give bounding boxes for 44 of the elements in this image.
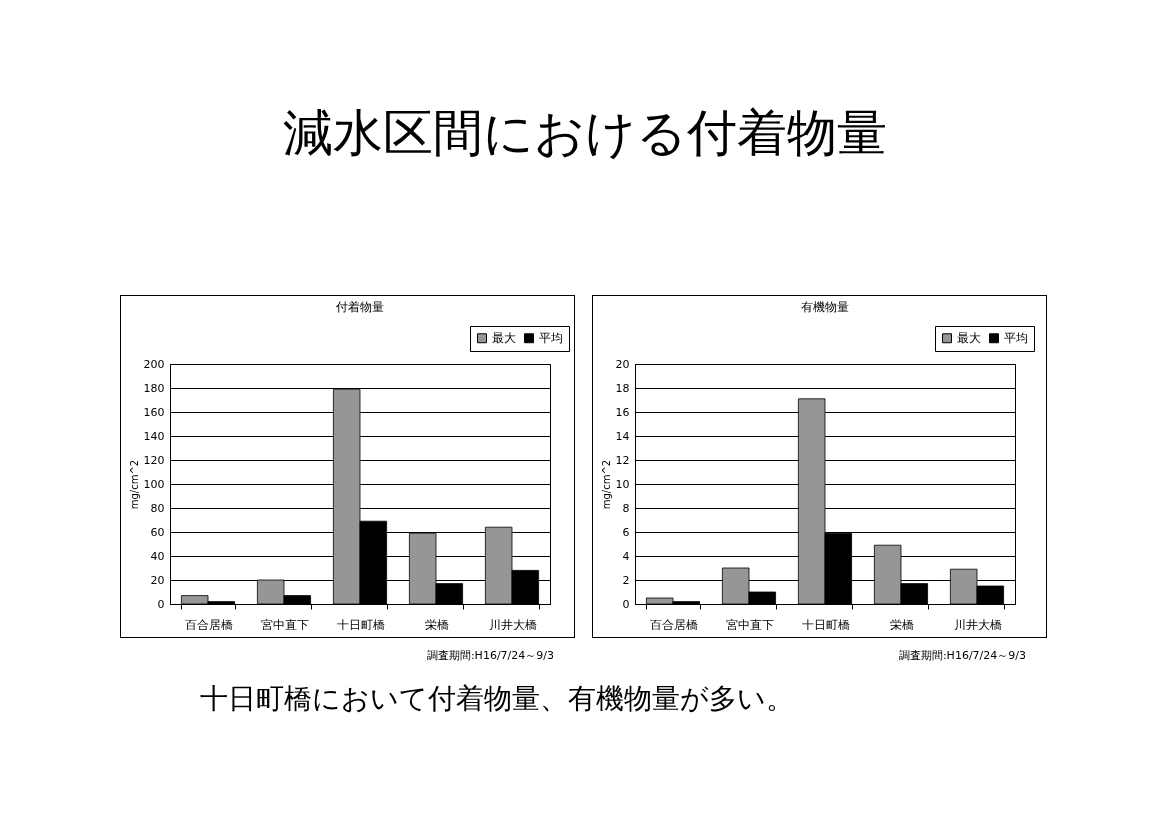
y-tick-label: 20 (615, 357, 630, 371)
y-tick-label: 10 (615, 477, 630, 491)
legend-label: 最大 (957, 331, 981, 346)
text: 十日町橋において付着物量、有機物量が多い。 (200, 681, 794, 717)
x-tick-label: 栄橋 (424, 617, 449, 632)
y-tick-label: 18 (615, 381, 630, 395)
y-tick-label: 0 (157, 597, 165, 611)
x-tick-label: 百合居橋 (184, 617, 233, 632)
y-tick-label: 180 (143, 381, 165, 395)
x-tick-label: 十日町橋 (336, 617, 385, 632)
legend-label: 平均 (539, 331, 563, 346)
x-tick-label: 川井大橋 (953, 617, 1002, 632)
x-tick-label: 百合居橋 (649, 617, 698, 632)
text: 調査期間:H16/7/24～9/3 (425, 648, 555, 663)
y-tick-label: 8 (622, 501, 630, 515)
x-tick-label: 宮中直下 (260, 617, 309, 632)
text: 調査期間:H16/7/24～9/3 (897, 648, 1027, 663)
y-tick-label: 40 (150, 549, 165, 563)
y-tick-label: 16 (615, 405, 630, 419)
y-tick-label: 100 (143, 477, 165, 491)
x-tick-label: 栄橋 (889, 617, 914, 632)
y-tick-label: 20 (150, 573, 165, 587)
x-tick-label: 十日町橋 (801, 617, 850, 632)
y-tick-label: 160 (143, 405, 165, 419)
y-tick-label: 120 (143, 453, 165, 467)
y-tick-label: 140 (143, 429, 165, 443)
chart-title: 付着物量 (335, 299, 384, 314)
y-tick-label: 14 (615, 429, 630, 443)
y-axis-title: mg/cm^2 (600, 459, 612, 510)
legend-label: 最大 (492, 331, 516, 346)
chart-title: 有機物量 (801, 299, 849, 314)
x-tick-label: 宮中直下 (725, 617, 774, 632)
y-tick-label: 80 (150, 501, 165, 515)
y-tick-label: 12 (615, 453, 630, 467)
y-tick-label: 60 (150, 525, 165, 539)
y-tick-label: 6 (622, 525, 630, 539)
y-axis-title: mg/cm^2 (128, 459, 140, 510)
y-tick-label: 2 (622, 573, 630, 587)
y-tick-label: 0 (622, 597, 630, 611)
y-tick-label: 4 (622, 549, 630, 563)
y-tick-label: 200 (143, 357, 165, 371)
legend-label: 平均 (1004, 331, 1028, 346)
x-tick-label: 川井大橋 (488, 617, 537, 632)
text: 減水区間における付着物量 (281, 103, 888, 164)
